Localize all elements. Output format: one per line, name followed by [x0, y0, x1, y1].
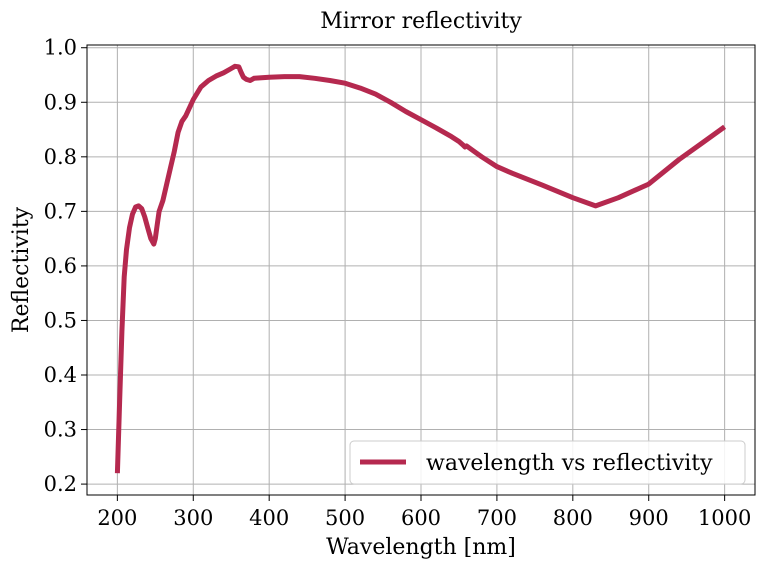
x-tick-label: 800	[553, 506, 593, 530]
y-tick-label: 0.4	[44, 363, 77, 387]
x-tick-label: 400	[249, 506, 289, 530]
legend: wavelength vs reflectivity	[349, 440, 746, 485]
y-tick-label: 0.9	[44, 90, 77, 114]
series-line	[114, 63, 727, 474]
x-tick-label: 600	[401, 506, 441, 530]
chart-title: Mirror reflectivity	[320, 9, 522, 34]
y-tick-label: 0.6	[44, 254, 77, 278]
x-tick-label: 1000	[698, 506, 751, 530]
grid	[87, 45, 755, 495]
x-axis-label: Wavelength [nm]	[326, 535, 516, 560]
x-axis: 200 300 400 500 600 700 800 900 1000	[97, 495, 751, 530]
y-tick-label: 0.3	[44, 418, 77, 442]
y-axis-label: Reflectivity	[9, 206, 34, 333]
y-tick-label: 1.0	[44, 36, 77, 60]
y-tick-label: 0.2	[44, 472, 77, 496]
x-tick-label: 500	[325, 506, 365, 530]
x-tick-label: 300	[173, 506, 213, 530]
x-tick-label: 200	[97, 506, 137, 530]
y-tick-label: 0.5	[44, 308, 77, 332]
legend-box	[349, 440, 746, 485]
legend-label: wavelength vs reflectivity	[426, 451, 713, 476]
y-axis: 0.2 0.3 0.4 0.5 0.6 0.7 0.8 0.9 1.0	[44, 36, 87, 496]
y-tick-label: 0.7	[44, 199, 77, 223]
x-tick-label: 700	[477, 506, 517, 530]
series-layer	[114, 63, 727, 474]
x-tick-label: 900	[629, 506, 669, 530]
y-tick-label: 0.8	[44, 145, 77, 169]
